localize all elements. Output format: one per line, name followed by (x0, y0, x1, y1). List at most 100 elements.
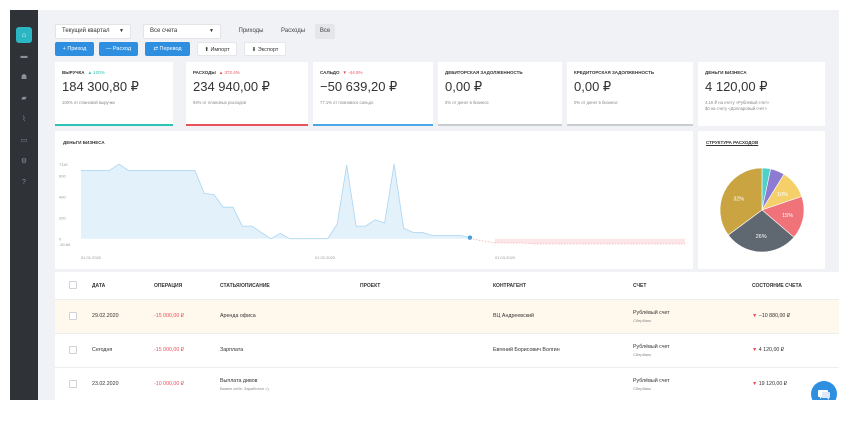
expense-pie-chart: 10% 15% 26% 32% (719, 167, 805, 253)
sidebar-item-book[interactable]: ▰ (16, 90, 32, 106)
briefcase-icon: ▬ (20, 52, 28, 60)
row-checkbox[interactable] (69, 380, 77, 388)
stat-card-value: 234 940,00 ₽ (193, 79, 270, 94)
transfer-button[interactable]: ⇄ Перевод (145, 42, 190, 56)
stat-card-subtitle: 100% от плановой выручки (62, 100, 115, 105)
sidebar-item-settings[interactable]: ⚙ (16, 153, 32, 169)
row-amount: -15 000,00 ₽ (154, 347, 185, 353)
sidebar-item-chart[interactable]: ⌇ (16, 111, 32, 127)
table-row[interactable]: 29.02.2020 -15 000,00 ₽ Аренда офиса ВЦ Анд… (55, 299, 839, 333)
row-description: Выплата дивов (220, 378, 258, 384)
row-date: 23.02.2020 (92, 381, 119, 387)
row-balance: ▼ 4 120,00 ₽ (752, 347, 785, 353)
sidebar: ⌂ ▬ ☗ ▰ ⌇ ▭ ⚙? (10, 10, 38, 400)
stat-card-value: 0,00 ₽ (445, 79, 483, 94)
column-header: Операция (154, 283, 183, 289)
row-checkbox[interactable] (69, 312, 77, 320)
pie-slice[interactable] (761, 196, 805, 238)
home-icon: ⌂ (21, 31, 27, 39)
stat-card-title: Выручка (62, 70, 85, 75)
stat-card-subtitle-2: $0 на счету «Долларовый счет» (705, 106, 767, 111)
stat-card-change: ▲ 372.4% (218, 70, 240, 75)
row-account: Рублёвый счет (633, 344, 670, 350)
pie-slice-label: 15% (782, 213, 793, 219)
period-select[interactable]: Текущий квартал ▼ (55, 24, 131, 39)
help-icon: ? (22, 178, 26, 186)
stat-card: Выручка ▲ 100% 184 300,80 ₽ 100% от планово… (55, 62, 173, 126)
chevron-down-icon: ▼ (119, 28, 124, 34)
stat-card-change: ▼ -44.5% (342, 70, 363, 75)
stat-card-subtitle: 4.1К ₽ на счету «Рублевый счет» (705, 100, 770, 105)
row-balance: ▼ −10 880,00 ₽ (752, 313, 791, 319)
stat-card-bar (313, 124, 433, 126)
book-icon: ▰ (21, 95, 27, 102)
accounts-select[interactable]: Все счета ▼ (143, 24, 221, 39)
chat-icon (818, 390, 830, 400)
main-content: Текущий квартал ▼ Все счета ▼ Приходы Ра… (38, 10, 839, 400)
stat-card: Деньги бизнеса 4 120,00 ₽ 4.1К ₽ на счету … (698, 62, 825, 126)
period-select-value: Текущий квартал (62, 28, 110, 34)
row-description: Зарплата (220, 347, 244, 353)
users-icon: ☗ (20, 74, 28, 81)
pie-slice-label: 32% (733, 196, 744, 202)
stat-card-label: Дебиторская задолженность (445, 70, 523, 75)
row-bank: Сбербанк (633, 352, 651, 357)
y-tick-label: 600 (59, 174, 66, 179)
filter-all[interactable]: Все (315, 24, 335, 39)
y-tick-label: 711К (59, 162, 68, 167)
row-account: Рублёвый счет (633, 310, 670, 316)
column-header: Статья/описание (220, 283, 270, 289)
add-income-button[interactable]: + Приход (55, 42, 94, 56)
app-window: ⌂ ▬ ☗ ▰ ⌇ ▭ ⚙? Текущий квартал ▼ Все счета ▼ П… (10, 10, 839, 400)
stat-card-bar (567, 124, 693, 126)
row-bank: Сбербанк (633, 318, 651, 323)
money-chart-panel: Деньги бизнеса 711К 600 400 200 0 -50.6К 01.01… (55, 131, 693, 269)
select-all-checkbox[interactable] (69, 281, 77, 289)
accounts-select-value: Все счета (150, 28, 178, 34)
column-header: Контрагент (493, 283, 526, 289)
stat-card-subtitle: 0% от денег в бизнесе (445, 100, 489, 105)
wallet-icon: ▭ (20, 137, 28, 144)
money-chart-title: Деньги бизнеса (63, 140, 105, 145)
export-button[interactable]: ⬇ Экспорт (244, 42, 286, 56)
stat-card-subtitle: 77.1% от планового сальдо (320, 100, 374, 105)
forecast-area-fill (495, 238, 685, 244)
stat-card-subtitle: 0% от денег в бизнесе (574, 100, 618, 105)
sidebar-item-home[interactable]: ⌂ (16, 27, 32, 43)
chat-button[interactable] (811, 381, 837, 400)
add-expense-button[interactable]: — Расход (99, 42, 138, 56)
x-tick-label: 01.02.2020 (315, 255, 336, 260)
filter-income[interactable]: Приходы (238, 28, 264, 34)
row-amount: -10 000,00 ₽ (154, 381, 185, 387)
money-area-fill (81, 164, 470, 239)
sidebar-item-briefcase[interactable]: ▬ (16, 48, 32, 64)
stat-card-title: Деньги бизнеса (705, 70, 747, 75)
row-counterparty: Евгений Борисович Волгин (493, 347, 560, 353)
column-header: Счет (633, 283, 647, 289)
y-tick-label: -50.6К (59, 242, 71, 247)
operations-table: Дата Операция Статья/описание Проект Контраг… (55, 272, 839, 400)
stat-card-label: Деньги бизнеса (705, 70, 747, 75)
sidebar-item-help[interactable]: ? (16, 174, 32, 190)
x-tick-label: 01.01.2020 (81, 255, 102, 260)
sidebar-item-users[interactable]: ☗ (16, 69, 32, 85)
filter-expense[interactable]: Расходы (280, 28, 306, 34)
stat-card-label: Расходы ▲ 372.4% (193, 70, 240, 75)
table-row[interactable]: Сегодня -15 000,00 ₽ Зарплата Евгений Борис… (55, 333, 839, 367)
y-tick-label: 200 (59, 216, 66, 221)
row-checkbox[interactable] (69, 346, 77, 354)
import-button[interactable]: ⬆ Импорт (197, 42, 237, 56)
row-counterparty: ВЦ Андреевский (493, 313, 534, 319)
pie-slice-label: 10% (777, 192, 788, 198)
row-bank: Сбербанк (633, 386, 651, 391)
sidebar-item-wallet[interactable]: ▭ (16, 132, 32, 148)
pie-slice[interactable] (727, 209, 795, 253)
pie-slice[interactable] (719, 167, 763, 236)
row-date: 29.02.2020 (92, 313, 119, 319)
y-tick-label: 400 (59, 195, 66, 200)
row-account: Рублёвый счет (633, 378, 670, 384)
column-header: Состояние счета (752, 283, 802, 289)
table-row[interactable]: 23.02.2020 -10 000,00 ₽ Выплата дивов Вывел… (55, 367, 839, 400)
stat-card-title: Кредиторская задолженность (574, 70, 655, 75)
stat-card-change: ▲ 100% (87, 70, 105, 75)
